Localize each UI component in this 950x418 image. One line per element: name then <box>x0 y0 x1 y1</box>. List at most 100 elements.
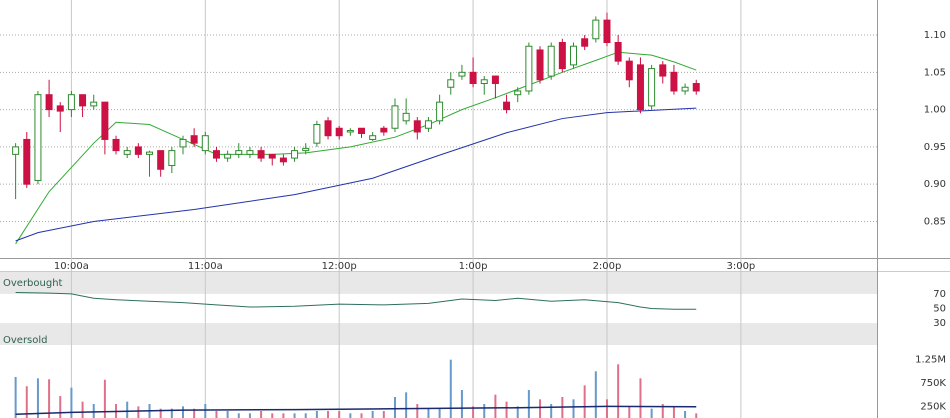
oversold-label: Oversold <box>3 335 48 346</box>
volume-bar <box>193 408 196 418</box>
overbought-label: Overbought <box>3 278 63 289</box>
candle-body <box>670 71 678 92</box>
volume-bar <box>483 404 486 418</box>
volume-bar <box>550 404 553 418</box>
volume-bar <box>672 406 675 418</box>
candle-body <box>168 150 176 167</box>
volume-tick-label: 250K <box>920 401 946 412</box>
candle-body <box>592 19 600 40</box>
volume-bar <box>427 408 430 418</box>
volume-bar <box>25 386 28 418</box>
volume-average <box>15 405 697 416</box>
volume-bar <box>438 408 441 418</box>
rsi-tick-label: 50 <box>933 304 946 315</box>
candle-body <box>547 45 555 77</box>
volume-bar <box>605 399 608 418</box>
volume-bar <box>449 359 452 418</box>
volume-bar <box>617 364 620 418</box>
candle-body <box>79 94 87 107</box>
candle-body <box>614 42 622 62</box>
volume-bar <box>260 411 263 418</box>
y-tick-label: 1.10 <box>924 30 946 41</box>
candle-body <box>447 79 455 88</box>
volume-tick-label: 750K <box>920 378 946 389</box>
volume-bar <box>70 387 73 418</box>
volume-bar <box>594 371 597 418</box>
y-tick-label: 1.05 <box>924 67 946 78</box>
x-tick-label: 11:00a <box>188 261 223 272</box>
candle-body <box>424 120 432 129</box>
volume-bar <box>181 406 184 418</box>
candle-body <box>23 138 31 185</box>
volume-bar <box>170 408 173 418</box>
volume-bar <box>271 413 274 418</box>
volume-bar <box>293 413 296 418</box>
volume-bar <box>137 406 140 418</box>
x-tick-label: 12:00p <box>322 261 357 272</box>
x-tick-label: 10:00a <box>54 261 89 272</box>
candle-body <box>212 150 220 159</box>
candle-body <box>45 94 53 111</box>
candle-body <box>503 101 511 111</box>
volume-bar <box>226 411 229 418</box>
volume-bar <box>315 411 318 418</box>
candle-body <box>335 127 343 137</box>
candle-body <box>636 64 644 111</box>
volume-bar <box>92 404 95 418</box>
volume-bar <box>583 385 586 418</box>
volume-bar <box>460 390 463 418</box>
candle-body <box>648 68 656 107</box>
candle-body <box>90 101 98 107</box>
volume-bar <box>650 408 653 418</box>
volume-bar <box>628 406 631 418</box>
candle-body <box>625 60 633 81</box>
volume-bar <box>349 413 352 418</box>
volume-bar <box>516 406 519 418</box>
candle-body <box>235 150 243 155</box>
volume-bar <box>159 408 162 418</box>
oversold-band <box>0 323 877 345</box>
x-tick-label: 3:00p <box>726 261 755 272</box>
volume-bar <box>661 404 664 418</box>
volume-bar <box>14 376 17 418</box>
volume-bar <box>327 411 330 418</box>
volume-bar <box>304 413 307 418</box>
candle-body <box>123 150 131 155</box>
volume-tick-label: 1.25M <box>915 355 946 366</box>
candle-body <box>681 86 689 92</box>
candle-body <box>279 157 287 163</box>
y-tick-label: 1.00 <box>924 105 946 116</box>
candle-body <box>101 101 109 140</box>
candle-body <box>313 124 321 144</box>
volume-bar <box>572 399 575 418</box>
candle-body <box>369 135 377 140</box>
candle-body <box>436 101 444 122</box>
candle-body <box>469 71 477 85</box>
candle-body <box>56 105 64 112</box>
candle-body <box>570 45 578 66</box>
candle-body <box>402 112 410 122</box>
volume-bar <box>338 411 341 418</box>
volume-bar <box>103 379 106 418</box>
volume-bar <box>539 399 542 418</box>
candle-body <box>536 49 544 81</box>
volume-bar <box>416 404 419 418</box>
candle-body <box>480 79 488 85</box>
candle-body <box>291 150 299 159</box>
y-tick-label: 0.85 <box>924 216 946 227</box>
candle-body <box>525 45 533 92</box>
candle-body <box>190 135 198 144</box>
moving-average <box>15 51 697 245</box>
candle-body <box>380 127 388 133</box>
candle-body <box>324 120 332 137</box>
candle-body <box>179 138 187 148</box>
volume-bar <box>382 411 385 418</box>
candle-body <box>581 38 589 47</box>
volume-bar <box>81 401 84 418</box>
volume-bar <box>48 379 51 418</box>
candle-body <box>302 147 310 152</box>
volume-bar <box>237 413 240 418</box>
candle-body <box>257 150 265 159</box>
